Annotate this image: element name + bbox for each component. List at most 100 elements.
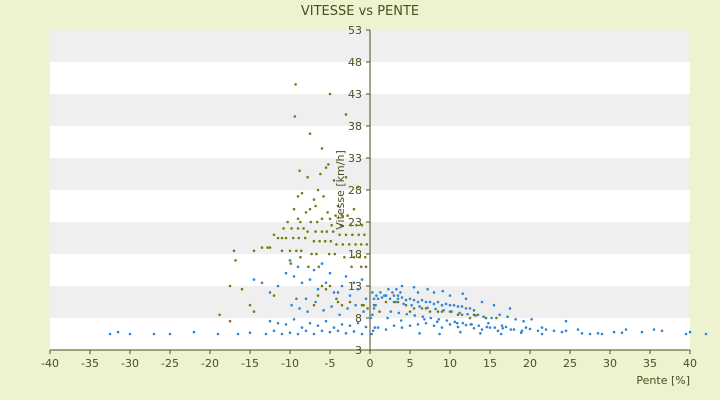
point-blue [392,294,396,297]
point-blue [455,321,459,325]
point-olive [332,179,336,182]
point-blue [418,332,421,335]
point-blue [316,324,320,327]
point-blue [456,305,460,308]
point-blue [560,330,564,334]
point-blue [400,326,404,329]
point-blue [352,281,356,285]
point-olive [268,246,272,249]
point-blue [328,330,332,334]
point-blue [248,331,252,335]
point-blue [480,300,484,304]
point-olive [336,204,340,208]
x-tick-label: 5 [407,357,414,370]
point-olive [396,300,400,304]
point-blue [416,291,420,294]
point-blue [461,321,465,325]
x-tick-label: 0 [367,357,374,370]
point-blue [528,327,532,331]
point-olive [324,287,328,291]
point-blue [509,328,513,331]
point-blue [434,307,437,311]
point-blue [438,332,441,336]
point-blue [336,291,340,294]
y-tick-label: 13 [348,280,362,293]
point-blue [485,325,489,329]
point-olive [356,185,360,189]
point-blue [399,291,402,294]
point-blue [448,323,452,326]
point-olive [289,262,293,265]
point-olive [291,236,295,240]
point-blue [371,313,374,317]
point-blue [504,325,508,329]
point-blue [459,330,462,334]
point-olive [296,217,300,221]
point-olive [333,252,337,256]
grid-bands [50,30,690,351]
point-blue [480,328,484,331]
point-blue [360,278,364,281]
point-blue [432,324,436,327]
point-blue [436,300,440,304]
y-tick-label: 53 [348,24,362,37]
point-blue [288,331,292,335]
point-blue [276,284,280,288]
point-olive [280,249,284,253]
point-olive [328,217,332,221]
point-blue [458,311,461,315]
point-blue [320,262,324,265]
point-olive [316,188,320,192]
point-olive [355,223,358,227]
point-blue [376,297,380,301]
point-blue [372,297,376,301]
point-olive [314,204,317,208]
point-olive [378,310,381,313]
point-olive [295,249,298,253]
point-blue [490,316,493,320]
point-olive [468,316,472,320]
point-blue [464,323,468,327]
point-blue [399,319,403,322]
point-olive [296,195,300,198]
y-axis-title: Vitesse [km/h] [334,150,347,230]
x-tick-label: 10 [443,357,457,370]
point-blue [424,300,428,304]
x-tick-label: -25 [161,357,179,370]
point-blue [704,332,708,336]
point-blue [384,294,388,297]
point-blue [493,326,497,329]
point-olive [404,303,408,307]
point-blue [320,329,324,333]
point-olive [412,307,416,310]
point-olive [240,287,244,291]
point-olive [456,313,460,317]
point-olive [328,92,332,96]
x-tick-label: 30 [603,357,617,370]
point-blue [392,324,396,327]
point-blue [470,323,473,326]
point-blue [524,326,528,329]
point-olive [308,207,312,211]
point-blue [440,326,444,329]
point-olive [366,307,369,310]
point-olive [294,83,297,86]
point-blue [314,300,317,304]
point-blue [684,332,688,336]
point-olive [344,233,348,237]
point-olive [248,303,252,307]
point-olive [299,255,302,259]
point-olive [307,265,310,269]
point-blue [300,326,304,329]
point-blue [474,314,477,317]
point-blue [660,329,664,333]
point-blue [472,326,476,330]
point-blue [371,329,375,333]
point-blue [624,328,628,331]
point-olive [282,227,285,230]
point-blue [362,310,365,313]
x-tick-label: 40 [683,357,697,370]
point-blue [288,259,292,262]
point-blue [404,298,408,302]
point-blue [472,309,476,312]
